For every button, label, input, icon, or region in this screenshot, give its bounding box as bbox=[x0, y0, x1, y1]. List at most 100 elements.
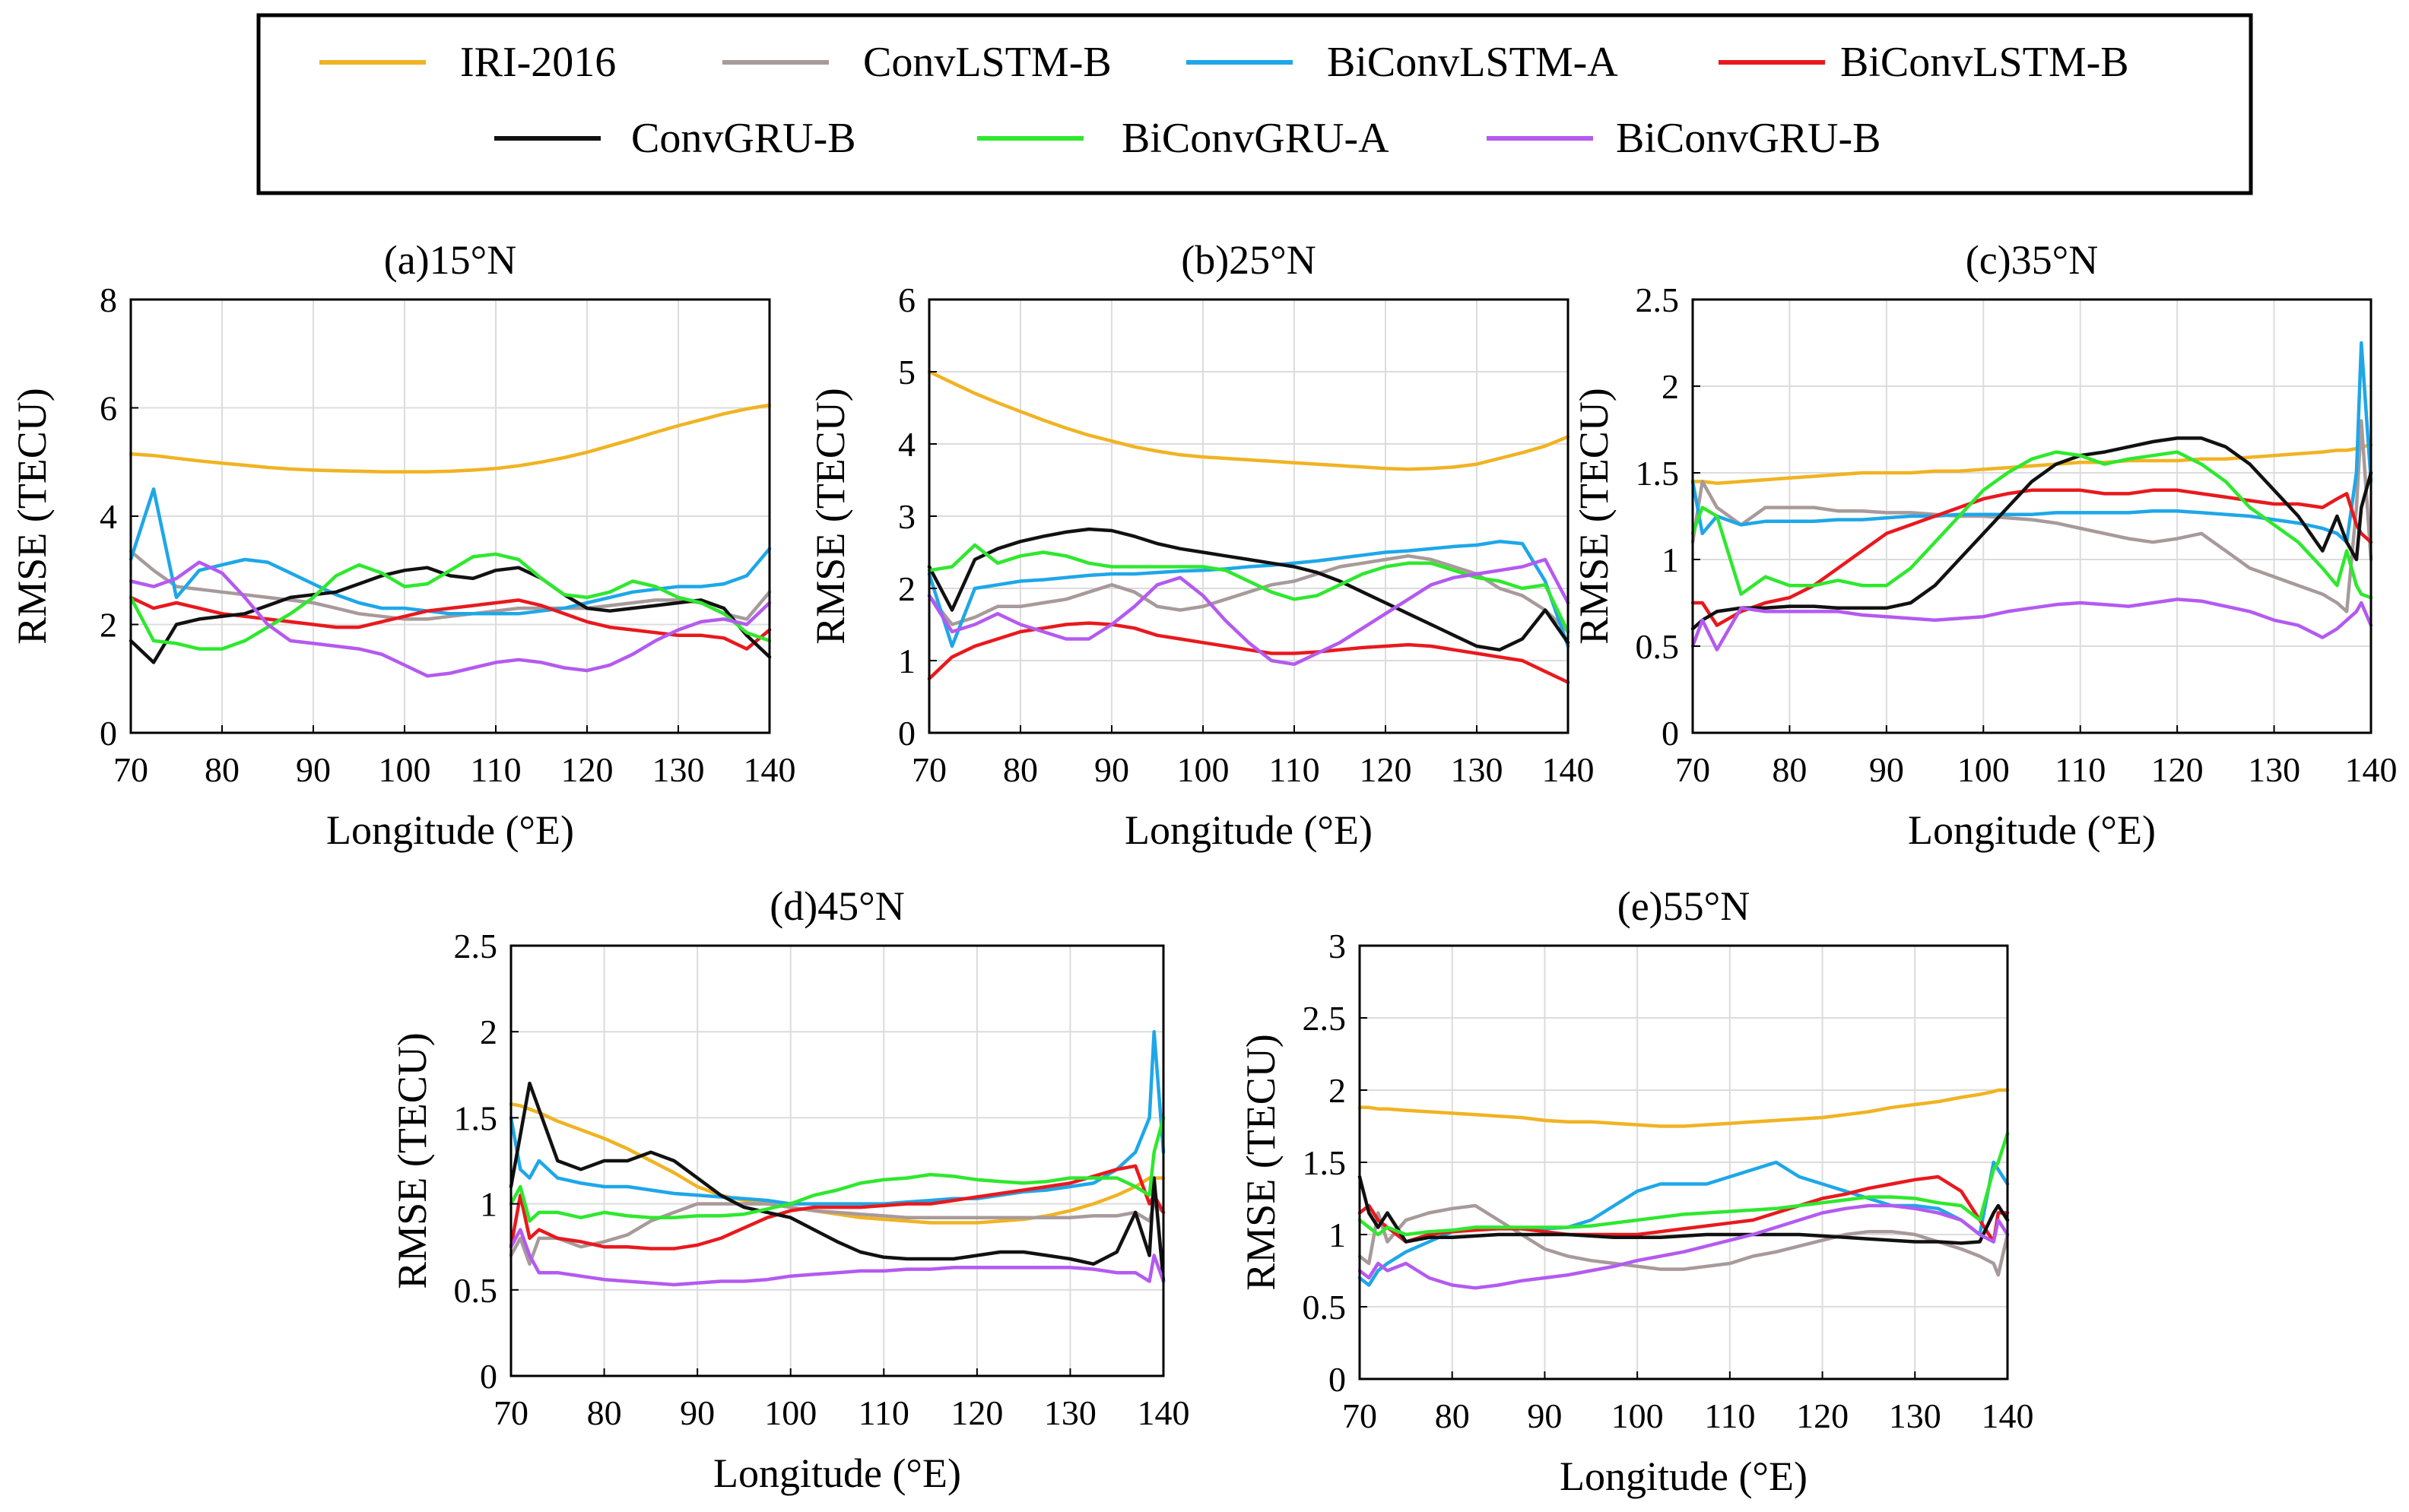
legend-item: ConvGRU-B bbox=[494, 115, 856, 162]
x-tick-label: 110 bbox=[859, 1393, 909, 1432]
series-line-biconvlstm-a bbox=[509, 1029, 1166, 1206]
x-tick-label: 100 bbox=[1177, 750, 1230, 789]
y-tick-label: 2.5 bbox=[1636, 281, 1680, 319]
series-line-biconvlstm-b bbox=[1357, 1174, 2010, 1244]
y-tick-label: 1 bbox=[1662, 540, 1679, 579]
x-tick-label: 130 bbox=[1044, 1393, 1097, 1432]
plot-frame bbox=[1691, 298, 2372, 734]
series-line-biconvlstm-a bbox=[1690, 341, 2373, 544]
x-tick-label: 100 bbox=[764, 1393, 817, 1432]
x-tick-label: 80 bbox=[1003, 750, 1038, 789]
series-line-biconvlstm-b bbox=[1690, 488, 2373, 627]
series-line-biconvgru-b bbox=[1357, 1203, 2010, 1290]
legend-label: IRI-2016 bbox=[460, 39, 616, 86]
x-tick-label: 110 bbox=[470, 750, 521, 789]
x-tick-label: 70 bbox=[494, 1393, 528, 1432]
series-group bbox=[129, 403, 772, 678]
series-line-biconvgru-b bbox=[129, 560, 772, 678]
x-tick-label: 90 bbox=[680, 1393, 715, 1432]
legend-item: BiConvLSTM-A bbox=[1186, 39, 1618, 86]
x-tick-label: 130 bbox=[2248, 750, 2300, 789]
series-line-convgru-b bbox=[1357, 1174, 2010, 1245]
y-axis-label: RMSE (TECU) bbox=[1571, 388, 1617, 645]
x-tick-label: 90 bbox=[1094, 750, 1129, 789]
panel-title: (e)55°N bbox=[1617, 883, 1750, 929]
y-tick-label: 2 bbox=[1662, 367, 1679, 406]
y-tick-label: 1.5 bbox=[1303, 1143, 1347, 1182]
y-tick-label: 1 bbox=[1328, 1216, 1346, 1254]
x-axis-label: Longitude (°E) bbox=[713, 1450, 961, 1496]
series-line-biconvgru-b bbox=[1690, 598, 2373, 651]
series-line-biconvgru-a bbox=[1690, 450, 2373, 600]
legend-label: BiConvLSTM-A bbox=[1327, 39, 1618, 86]
panels: 70 80 90 100 110 120 130 14002468(a)15°NLongitu… bbox=[9, 237, 2398, 1499]
y-tick-label: 0 bbox=[1328, 1360, 1346, 1399]
y-tick-label: 1 bbox=[898, 642, 916, 680]
y-tick-label: 0 bbox=[480, 1357, 497, 1396]
y-tick-label: 0.5 bbox=[1636, 627, 1680, 666]
x-tick-label: 100 bbox=[1611, 1396, 1664, 1435]
x-tick-label: 130 bbox=[1889, 1396, 1941, 1435]
chart-panel: 70 80 90 100 110 120 130 140 0 1 2 3 4 5 6 (b)25°N Longi… bbox=[808, 237, 1595, 853]
x-tick-label: 110 bbox=[1704, 1396, 1755, 1435]
x-tick-label: 120 bbox=[1796, 1396, 1849, 1435]
y-tick-label: 0 bbox=[100, 714, 117, 753]
chart-panel: 70 80 90 100 110 120 130 140 0 0.5 1 1.5 2 2.5 3 (e)55°… bbox=[1238, 883, 2034, 1499]
legend: IRI-2016 ConvLSTM-B BiConvLSTM-A BiConvLSTM… bbox=[256, 13, 2253, 195]
series-line-biconvgru-a bbox=[1357, 1131, 2010, 1237]
legend-label: BiConvLSTM-B bbox=[1840, 39, 2129, 86]
series-line-iri-2016 bbox=[1357, 1088, 2010, 1128]
x-tick-label: 110 bbox=[1268, 750, 1319, 789]
y-axis-label: RMSE (TECU) bbox=[1238, 1034, 1284, 1291]
chart-panel: 70 80 90 100 110 120 130 140 0 0.5 1 1.5 2 2.5 (c)35°N… bbox=[1571, 237, 2398, 853]
series-line-iri-2016 bbox=[129, 403, 772, 474]
y-tick-label: 1.5 bbox=[454, 1098, 498, 1137]
x-tick-label: 120 bbox=[951, 1393, 1003, 1432]
x-tick-label: 140 bbox=[2345, 750, 2398, 789]
x-tick-label: 140 bbox=[1138, 1393, 1190, 1432]
x-tick-label: 140 bbox=[1542, 750, 1595, 789]
series-line-biconvgru-a bbox=[129, 552, 772, 651]
y-axis-label: RMSE (TECU) bbox=[808, 388, 853, 645]
series-group bbox=[927, 369, 1570, 684]
y-tick-label: 2 bbox=[898, 569, 916, 608]
y-tick-label: 2.5 bbox=[1303, 999, 1347, 1038]
x-tick-label: 110 bbox=[2055, 750, 2106, 789]
panel-title: (b)25°N bbox=[1181, 237, 1316, 283]
series-line-convgru-b bbox=[1690, 436, 2373, 631]
x-tick-label: 90 bbox=[1527, 1396, 1562, 1435]
panel-title: (c)35°N bbox=[1966, 237, 2099, 283]
x-tick-label: 100 bbox=[379, 750, 431, 789]
legend-items: IRI-2016 ConvLSTM-B BiConvLSTM-A BiConvLSTM… bbox=[319, 39, 2129, 162]
series-line-convgru-b bbox=[927, 527, 1570, 652]
x-tick-label: 130 bbox=[1451, 750, 1503, 789]
x-tick-label: 80 bbox=[1435, 1396, 1470, 1435]
series-line-convlstm-b bbox=[1690, 419, 2373, 613]
x-tick-label: 130 bbox=[652, 750, 705, 789]
series-line-convlstm-b bbox=[129, 550, 772, 621]
y-tick-label: 8 bbox=[100, 281, 117, 319]
chart-panel: 70 80 90 100 110 120 130 140 0 2 4 6 8 (a)15°N Longitu… bbox=[9, 237, 796, 853]
series-line-biconvgru-b bbox=[927, 557, 1570, 667]
y-tick-label: 3 bbox=[1328, 927, 1346, 965]
y-tick-label: 0.5 bbox=[454, 1271, 498, 1310]
x-tick-label: 100 bbox=[1957, 750, 2010, 789]
series-line-iri-2016 bbox=[927, 369, 1570, 471]
y-axis-label: RMSE (TECU) bbox=[389, 1032, 435, 1289]
y-axis-label: RMSE (TECU) bbox=[9, 388, 55, 645]
x-tick-label: 80 bbox=[587, 1393, 622, 1432]
legend-item: BiConvGRU-B bbox=[1487, 115, 1881, 162]
plot-frame bbox=[509, 944, 1165, 1377]
x-tick-label: 90 bbox=[1869, 750, 1904, 789]
panel-title: (a)15°N bbox=[384, 237, 517, 283]
x-tick-label: 80 bbox=[205, 750, 240, 789]
series-line-biconvgru-a bbox=[509, 1116, 1166, 1223]
legend-frame bbox=[256, 13, 2253, 195]
x-axis-label: Longitude (°E) bbox=[1125, 807, 1373, 853]
y-tick-label: 6 bbox=[898, 281, 916, 319]
y-tick-label: 4 bbox=[100, 497, 117, 536]
x-tick-label: 80 bbox=[1772, 750, 1807, 789]
legend-label: BiConvGRU-A bbox=[1122, 115, 1389, 162]
legend-item: IRI-2016 bbox=[319, 39, 616, 86]
